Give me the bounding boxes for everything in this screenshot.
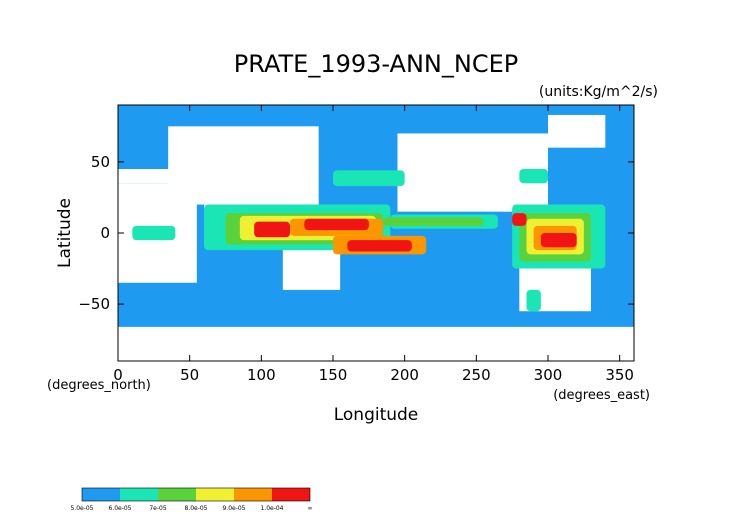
- y-axis-ticks: 50 0 −50: [78, 153, 634, 313]
- chart-title: PRATE_1993-ANN_NCEP: [234, 50, 518, 78]
- precip-cell: [383, 217, 484, 226]
- colorbar-label: 6.0e-05: [108, 505, 131, 512]
- precip-cell: [526, 289, 541, 312]
- x-tick-label: 100: [247, 366, 276, 384]
- y-tick-label: −50: [78, 295, 110, 313]
- x-tick-label: 250: [462, 366, 491, 384]
- x-tick-label: 200: [390, 366, 419, 384]
- y-unit-label: (degrees_north): [47, 378, 151, 393]
- colorbar-label: 9.0e-05: [222, 505, 245, 512]
- x-tick-label: 50: [180, 366, 199, 384]
- precip-cell: [304, 218, 369, 231]
- land-region: [282, 250, 341, 290]
- precip-cell: [132, 225, 176, 241]
- land-region: [168, 126, 319, 205]
- y-tick-label: 0: [100, 224, 110, 242]
- colorbar-swatch: [82, 488, 120, 501]
- precip-cell: [519, 169, 548, 184]
- x-unit-label: (degrees_east): [553, 388, 650, 403]
- precip-layer: [132, 169, 606, 312]
- precip-cell: [333, 170, 405, 187]
- colorbar-swatch: [272, 488, 310, 501]
- y-axis-label: Latitude: [55, 198, 75, 268]
- colorbar-frame: [81, 487, 311, 502]
- precip-cell: [347, 240, 412, 252]
- y-tick-label: 50: [91, 153, 110, 171]
- colorbar-label: 1.0e-04: [260, 505, 283, 512]
- land-region: [548, 114, 606, 148]
- x-tick-label: 150: [319, 366, 348, 384]
- precip-cell: [540, 233, 577, 248]
- colorbar-label: 7e-05: [149, 505, 166, 512]
- land-region: [118, 326, 634, 361]
- colorbar-swatch: [196, 488, 234, 501]
- colorbar-swatch: [234, 488, 272, 501]
- x-tick-label: 0: [113, 366, 123, 384]
- x-axis-label: Longitude: [334, 405, 419, 425]
- colorbar-label: ∞: [308, 505, 313, 512]
- x-tick-label: 300: [534, 366, 563, 384]
- map-plot-area: [117, 104, 635, 362]
- colorbar-label: 5.0e-05: [70, 505, 93, 512]
- colorbar-swatch: [120, 488, 158, 501]
- colorbar: 5.0e-05 6.0e-05 7e-05 8.0e-05 9.0e-05 1.0e-04…: [70, 487, 313, 512]
- land-region: [118, 169, 176, 184]
- units-label: (units:Kg/m^2/s): [539, 84, 658, 100]
- colorbar-label: 8.0e-05: [184, 505, 207, 512]
- colorbar-swatch: [158, 488, 196, 501]
- precip-cell: [512, 213, 527, 226]
- x-axis-ticks: 0 50 100 150 200 250 300 350: [113, 105, 634, 384]
- precip-cell: [254, 221, 290, 238]
- x-tick-label: 350: [605, 366, 634, 384]
